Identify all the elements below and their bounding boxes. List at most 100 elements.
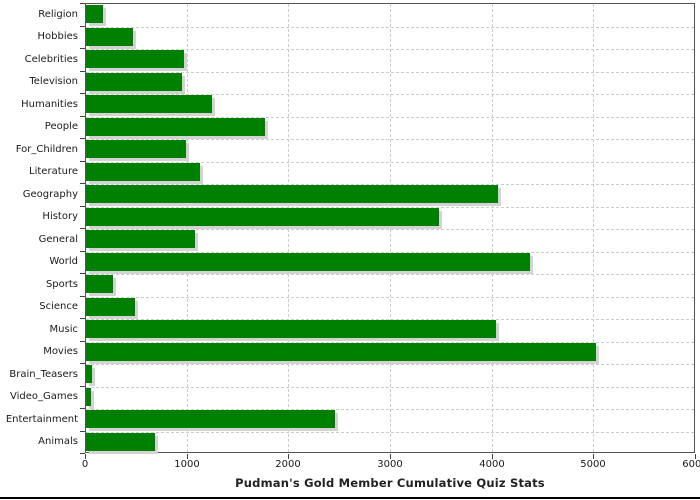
category-label-entertainment: Entertainment (5, 413, 78, 425)
category-label-literature: Literature (29, 166, 78, 178)
bar-video_games (86, 387, 91, 406)
bar-brain_teasers (86, 365, 92, 384)
gridline-row-boundary (86, 72, 694, 73)
bar-for_children (86, 140, 186, 159)
value-tick-label-2000: 2000 (275, 459, 301, 470)
category-tick-mark (80, 26, 85, 27)
bar-humanities (86, 95, 212, 114)
category-tick-mark (80, 273, 85, 274)
category-tick-mark (80, 183, 85, 184)
window-bottom-border (0, 497, 700, 499)
category-label-movies: Movies (43, 346, 78, 358)
gridline-x-1000 (186, 4, 188, 452)
category-tick-mark (80, 431, 85, 432)
gridline-x-3000 (390, 4, 391, 452)
category-label-sports: Sports (45, 278, 78, 290)
gridline-row-boundary (86, 274, 694, 275)
bar-sports (86, 275, 113, 294)
value-tick-mark-4000 (492, 454, 493, 459)
gridline-row-boundary (86, 184, 694, 185)
value-tick-label-5000: 5000 (580, 459, 606, 470)
category-label-animals: Animals (38, 436, 78, 448)
category-tick-mark (80, 48, 85, 49)
value-tick-label-1000: 1000 (174, 459, 200, 470)
value-tick-label-4000: 4000 (479, 459, 505, 470)
gridline-row-boundary (86, 229, 694, 230)
bar-general (86, 230, 195, 249)
bar-celebrities (86, 50, 184, 69)
category-tick-mark (80, 386, 85, 387)
category-label-science: Science (39, 301, 78, 313)
category-label-brain_teasers: Brain_Teasers (9, 368, 78, 380)
gridline-row-boundary (86, 139, 694, 140)
value-tick-mark-3000 (390, 454, 391, 459)
category-label-world: World (49, 256, 78, 268)
gridline-row-boundary (86, 162, 694, 163)
category-tick-mark (80, 453, 85, 454)
gridline-row-boundary (86, 94, 694, 95)
category-tick-mark (80, 296, 85, 297)
gridline-row-boundary (86, 319, 694, 320)
bar-literature (86, 162, 200, 181)
category-tick-mark (80, 161, 85, 162)
category-label-celebrities: Celebrities (24, 53, 78, 65)
bar-music (86, 320, 496, 339)
bar-animals (86, 432, 155, 451)
value-tick-mark-6000 (695, 454, 696, 459)
category-tick-mark (80, 408, 85, 409)
gridline-row-boundary (86, 364, 694, 365)
bar-hobbies (86, 27, 133, 46)
category-label-hobbies: Hobbies (37, 31, 78, 43)
plot-area (85, 3, 695, 453)
category-label-video_games: Video_Games (10, 391, 78, 403)
gridline-row-boundary (86, 432, 694, 433)
category-tick-mark (80, 116, 85, 117)
gridline-row-boundary (86, 27, 694, 28)
bar-world (86, 252, 530, 271)
value-tick-label-0: 0 (81, 459, 89, 470)
category-tick-mark (80, 138, 85, 139)
gridline-row-boundary (86, 409, 694, 410)
bar-geography (86, 185, 498, 204)
category-label-humanities: Humanities (21, 98, 78, 110)
category-label-history: History (42, 211, 78, 223)
value-tick-mark-5000 (593, 454, 594, 459)
category-label-music: Music (49, 323, 78, 335)
category-tick-mark (80, 341, 85, 342)
category-tick-mark (80, 251, 85, 252)
bar-people (86, 117, 265, 136)
category-label-religion: Religion (38, 8, 78, 20)
category-tick-mark (80, 3, 85, 4)
category-label-for_children: For_Children (15, 143, 78, 155)
category-tick-mark (80, 206, 85, 207)
gridline-row-boundary (86, 207, 694, 208)
bar-religion (86, 5, 103, 24)
category-tick-mark (80, 228, 85, 229)
category-label-general: General (38, 233, 78, 245)
category-tick-mark (80, 318, 85, 319)
value-tick-mark-2000 (288, 454, 289, 459)
gridline-row-boundary (86, 117, 694, 118)
category-tick-mark (80, 363, 85, 364)
category-label-television: Television (29, 76, 78, 88)
bar-movies (86, 342, 596, 361)
category-label-people: People (44, 121, 78, 133)
chart-title: Pudman's Gold Member Cumulative Quiz Sta… (235, 476, 545, 490)
value-tick-label-3000: 3000 (377, 459, 403, 470)
value-tick-mark-0 (85, 454, 86, 459)
gridline-row-boundary (86, 297, 694, 298)
bar-science (86, 297, 135, 316)
value-tick-label-6000: 6000 (682, 459, 700, 470)
value-tick-mark-1000 (187, 454, 188, 459)
gridline-row-boundary (86, 252, 694, 253)
gridline-x-5000 (593, 4, 595, 452)
bar-entertainment (86, 410, 335, 429)
gridline-x-4000 (491, 4, 493, 452)
category-tick-mark (80, 93, 85, 94)
bar-television (86, 72, 182, 91)
gridline-row-boundary (86, 387, 694, 388)
gridline-row-boundary (86, 49, 694, 50)
gridline-x-2000 (288, 4, 290, 452)
bar-history (86, 207, 439, 226)
